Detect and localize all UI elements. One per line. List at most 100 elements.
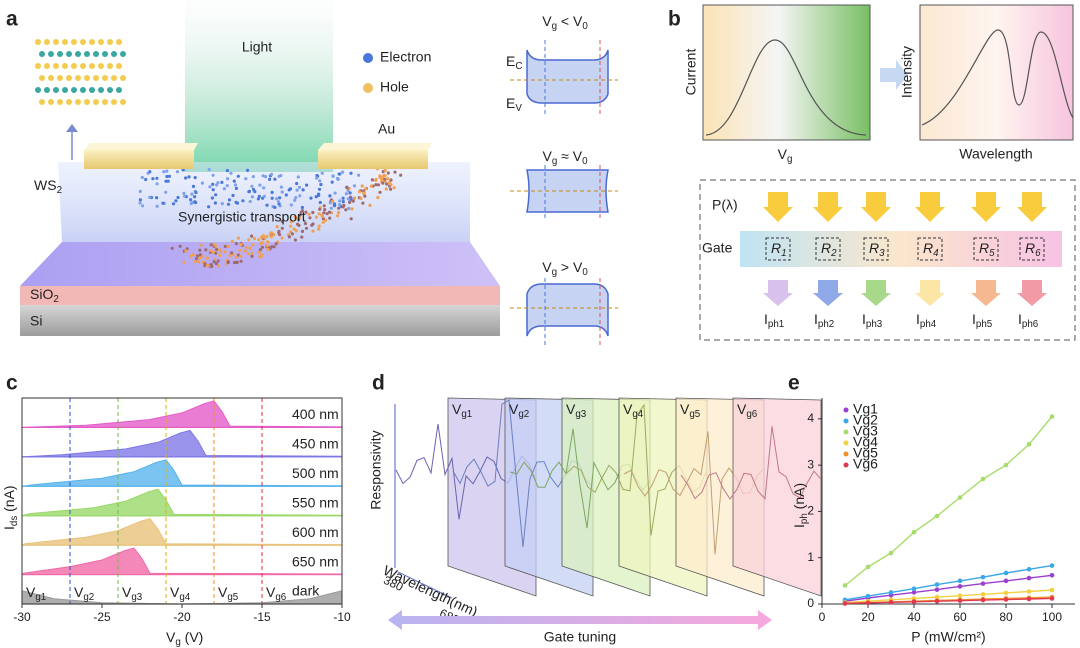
hole — [257, 238, 261, 242]
electron — [208, 185, 212, 189]
text-part: 3 — [879, 248, 885, 259]
atom — [93, 51, 99, 57]
hole — [337, 210, 341, 215]
electron-icon — [363, 53, 373, 63]
hole — [349, 217, 353, 221]
text-part: V — [737, 401, 747, 417]
gate-label: Vg5 — [680, 401, 701, 420]
text-part: 2 — [53, 294, 58, 305]
electron — [216, 181, 220, 185]
electron — [164, 190, 168, 194]
electron — [265, 203, 269, 207]
electron — [347, 206, 351, 211]
electron — [262, 194, 266, 198]
hole — [324, 218, 328, 222]
hole — [198, 256, 202, 260]
data-point — [911, 586, 917, 592]
electron — [226, 177, 230, 181]
hole — [239, 242, 243, 247]
gate-marker-label: Vg1 — [26, 584, 46, 603]
text-part: ph3 — [866, 319, 883, 330]
electron — [138, 189, 142, 193]
charts: c 400 nm 450 nm 500 nm 550 nm 600 nm 650 nm dar… — [1, 372, 1075, 648]
data-point — [1026, 575, 1032, 581]
hole — [307, 212, 311, 216]
hole — [194, 257, 199, 261]
data-point — [1026, 596, 1032, 602]
hole — [389, 187, 393, 191]
si-layer — [20, 305, 500, 336]
hole — [214, 251, 218, 255]
si-label: Si — [30, 313, 42, 329]
electron — [190, 201, 194, 205]
hole — [392, 186, 396, 190]
panel-letter: b — [668, 8, 681, 31]
hole — [317, 212, 321, 216]
electron — [144, 177, 148, 182]
atom — [62, 63, 68, 69]
current-arrow — [861, 280, 891, 306]
hole — [311, 222, 315, 226]
text-part: V — [74, 584, 84, 600]
text-part: 2 — [830, 248, 837, 259]
atom — [71, 63, 77, 69]
responsivity-label: R6 — [1025, 240, 1041, 259]
atom — [93, 75, 99, 81]
text-part: R — [869, 240, 879, 256]
ec-label: EC — [506, 53, 522, 72]
atom — [107, 39, 113, 45]
atom — [35, 87, 41, 93]
series-label: 600 nm — [292, 524, 339, 540]
axis-label: Current — [683, 49, 699, 96]
electron — [175, 170, 180, 174]
hole — [209, 243, 213, 247]
data-point — [934, 513, 940, 519]
atom — [116, 63, 122, 69]
electron — [341, 200, 345, 204]
current-curve — [705, 39, 867, 136]
electron — [318, 179, 322, 183]
text-part: V — [542, 259, 552, 275]
hole — [272, 245, 276, 249]
hole — [247, 238, 251, 242]
hole — [393, 170, 397, 174]
fit-line — [844, 574, 1053, 602]
legend-label: Vg4 — [853, 434, 878, 450]
series-label: 400 nm — [292, 406, 339, 422]
text-part: R — [923, 240, 933, 256]
hole — [215, 247, 219, 252]
data-point — [888, 550, 894, 556]
hole-label: Hole — [380, 79, 409, 95]
arrow — [880, 60, 908, 90]
text-part: WS — [34, 177, 57, 193]
hole — [303, 221, 307, 226]
hole — [239, 259, 243, 263]
text-part: SiO — [30, 286, 53, 302]
hole — [321, 220, 325, 224]
hole — [205, 256, 209, 260]
electron — [148, 170, 152, 174]
text-part: (nA) — [1, 485, 17, 515]
electron — [151, 177, 155, 181]
photocurrent-label: Iph2 — [814, 311, 834, 330]
atom — [120, 51, 126, 57]
hole — [376, 195, 380, 200]
gate-marker-label: Vg3 — [122, 584, 143, 603]
hole — [399, 173, 403, 177]
x-tick-label: 20 — [861, 610, 875, 624]
responsivity-label: R2 — [821, 240, 837, 259]
electron — [314, 195, 318, 199]
data-point — [1026, 566, 1032, 572]
data-point — [957, 598, 963, 603]
responsivity-label: R5 — [979, 240, 995, 259]
fit-line — [844, 416, 1053, 587]
hole — [294, 229, 298, 233]
electron — [315, 173, 319, 178]
y-axis-label: Iph (nA) — [791, 483, 810, 528]
axis-arrow — [397, 571, 453, 599]
text-part: V — [515, 103, 522, 114]
light-arrow — [813, 192, 843, 222]
hole — [336, 214, 340, 218]
electron — [318, 200, 322, 205]
panel-letter: d — [372, 372, 385, 395]
